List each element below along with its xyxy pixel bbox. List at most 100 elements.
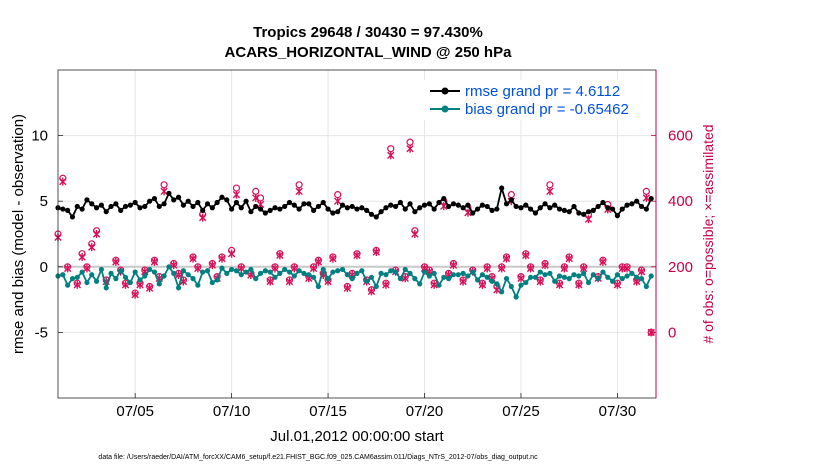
bias-point xyxy=(93,278,100,284)
rmse-point xyxy=(629,201,635,207)
rmse-series xyxy=(55,184,654,220)
y-ticks-left: -5 0 5 10 xyxy=(31,128,63,341)
bias-point xyxy=(465,273,471,279)
bias-point xyxy=(421,269,428,275)
rmse-point xyxy=(171,197,177,203)
bias-point xyxy=(233,268,240,274)
bias-point xyxy=(643,283,649,290)
rmse-point xyxy=(556,206,563,212)
rmse-point xyxy=(118,207,124,213)
obs-assimilated-point xyxy=(440,202,448,211)
rmse-point xyxy=(455,202,461,208)
x-axis-label: Jul.01,2012 00:00:00 start xyxy=(270,428,444,445)
obs-assimilated-point xyxy=(382,280,390,289)
bias-point xyxy=(282,266,288,273)
bias-point xyxy=(614,272,621,278)
bias-point xyxy=(118,268,124,274)
bias-point xyxy=(108,270,114,276)
rmse-point xyxy=(421,202,428,208)
rmse-point xyxy=(286,199,293,206)
obs-assimilated-point xyxy=(237,264,245,273)
bias-point xyxy=(151,269,158,275)
obs-assimilated-point xyxy=(343,284,352,293)
rmse-point xyxy=(561,207,567,213)
bias-point xyxy=(547,270,553,276)
rmse-point xyxy=(600,199,606,206)
rmse-point xyxy=(566,209,572,215)
rmse-line xyxy=(57,184,652,219)
rmse-point xyxy=(479,202,485,208)
bias-point xyxy=(392,269,399,275)
bias-point xyxy=(484,274,490,280)
bias-point xyxy=(277,270,283,276)
y-axis-label-right: # of obs: o=possible; ×=assimilated xyxy=(700,124,716,343)
bias-point xyxy=(113,276,119,282)
bias-point xyxy=(267,269,273,275)
rmse-point xyxy=(373,214,379,220)
rmse-point xyxy=(368,211,375,217)
bias-point xyxy=(590,272,596,278)
rmse-point xyxy=(383,205,389,211)
bias-point xyxy=(301,270,307,276)
x-tick-label: 07/05 xyxy=(116,403,154,420)
x-ticks: 07/05 07/10 07/15 07/20 07/25 07/30 xyxy=(116,393,636,420)
obs-assimilated-point xyxy=(285,277,294,286)
obs-assimilated-point xyxy=(459,277,467,286)
rmse-point xyxy=(233,199,240,206)
bias-point xyxy=(412,276,418,282)
obs-assimilated-point xyxy=(497,264,506,273)
obs-assimilated-point xyxy=(367,287,376,296)
rmse-point xyxy=(301,201,307,207)
rmse-point xyxy=(595,203,601,210)
bias-point xyxy=(373,283,379,290)
obs-assimilated-point xyxy=(560,264,569,273)
bias-point xyxy=(489,278,495,284)
rmse-point xyxy=(446,203,452,210)
bias-point xyxy=(320,266,326,273)
obs-assimilated-point xyxy=(401,274,409,283)
bias-point xyxy=(634,274,640,280)
rmse-point xyxy=(151,195,158,202)
rmse-point xyxy=(359,205,365,211)
rmse-point xyxy=(93,205,100,211)
y-tick-label-left: 5 xyxy=(40,193,48,210)
bias-point xyxy=(315,283,322,290)
bias-point xyxy=(335,268,341,274)
rmse-point xyxy=(619,206,625,212)
bias-point xyxy=(195,282,201,288)
obs-assimilated-point xyxy=(502,254,511,263)
rmse-point xyxy=(296,206,302,212)
rmse-point xyxy=(542,201,548,207)
rmse-point xyxy=(581,211,587,217)
rmse-point xyxy=(79,206,85,212)
rmse-point xyxy=(412,209,418,215)
bias-point xyxy=(171,270,177,276)
obs-assimilated-point xyxy=(314,257,323,266)
bias-point xyxy=(518,282,524,288)
bias-point xyxy=(436,282,442,288)
bias-point xyxy=(576,273,582,279)
bias-point xyxy=(417,281,423,287)
x-tick-label: 07/15 xyxy=(309,403,347,420)
rmse-point xyxy=(156,203,162,210)
bias-point xyxy=(624,273,630,279)
obs-assimilated-point xyxy=(189,254,197,263)
bias-point xyxy=(214,277,220,283)
bias-point xyxy=(383,272,389,278)
rmse-point xyxy=(648,195,654,202)
bias-point xyxy=(571,272,577,278)
bias-point xyxy=(243,269,249,275)
obs-assimilated-point xyxy=(430,280,438,289)
obs-assimilated-point xyxy=(73,280,81,289)
bias-point xyxy=(629,270,635,276)
obs-assimilated-point xyxy=(63,264,72,273)
rmse-point xyxy=(74,203,80,210)
bias-point xyxy=(474,277,481,283)
bias-point xyxy=(349,276,355,282)
rmse-point xyxy=(214,199,220,206)
rmse-point xyxy=(224,197,230,203)
rmse-point xyxy=(441,195,447,202)
obs-assimilated-point xyxy=(198,213,207,222)
rmse-point xyxy=(388,202,394,208)
